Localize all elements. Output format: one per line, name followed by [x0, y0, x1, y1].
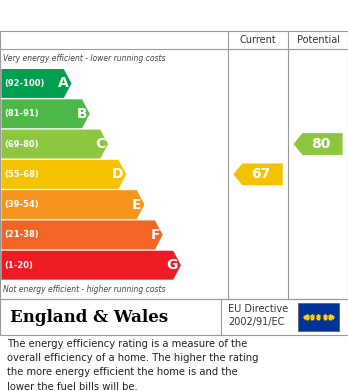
FancyBboxPatch shape	[298, 303, 339, 332]
Text: (81-91): (81-91)	[4, 109, 39, 118]
Polygon shape	[1, 190, 144, 219]
Polygon shape	[234, 163, 283, 185]
Text: A: A	[58, 77, 69, 90]
Polygon shape	[1, 221, 163, 249]
Polygon shape	[1, 251, 181, 280]
Polygon shape	[1, 69, 71, 98]
Text: 67: 67	[251, 167, 270, 181]
Text: Potential: Potential	[296, 35, 340, 45]
Text: EU Directive
2002/91/EC: EU Directive 2002/91/EC	[228, 303, 288, 327]
Text: (69-80): (69-80)	[4, 140, 39, 149]
Text: (1-20): (1-20)	[4, 261, 33, 270]
Text: E: E	[132, 197, 142, 212]
Text: (55-68): (55-68)	[4, 170, 39, 179]
Text: England & Wales: England & Wales	[10, 308, 168, 325]
Text: (39-54): (39-54)	[4, 200, 39, 209]
Text: (92-100): (92-100)	[4, 79, 45, 88]
Text: F: F	[150, 228, 160, 242]
Text: Very energy efficient - lower running costs: Very energy efficient - lower running co…	[3, 54, 166, 63]
Text: D: D	[112, 167, 124, 181]
Text: Not energy efficient - higher running costs: Not energy efficient - higher running co…	[3, 285, 166, 294]
Polygon shape	[1, 160, 126, 189]
Polygon shape	[293, 133, 343, 155]
Text: Energy Efficiency Rating: Energy Efficiency Rating	[10, 9, 232, 23]
Text: The energy efficiency rating is a measure of the
overall efficiency of a home. T: The energy efficiency rating is a measur…	[7, 339, 259, 391]
Text: 80: 80	[311, 137, 330, 151]
Text: C: C	[95, 137, 105, 151]
Text: B: B	[76, 107, 87, 121]
Polygon shape	[1, 129, 108, 158]
Polygon shape	[1, 99, 90, 128]
Text: Current: Current	[240, 35, 276, 45]
Text: (21-38): (21-38)	[4, 230, 39, 239]
Text: G: G	[167, 258, 178, 272]
